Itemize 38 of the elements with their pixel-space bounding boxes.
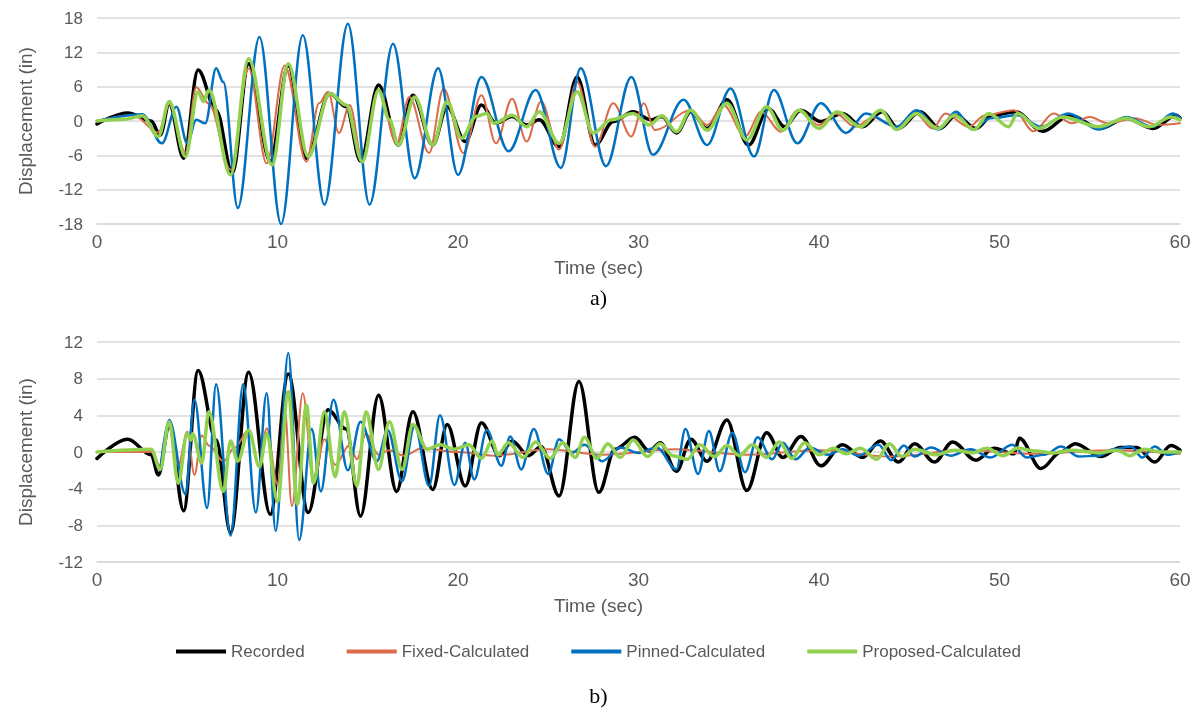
y-tick-label: -12: [58, 180, 83, 200]
text: a): [589, 284, 608, 310]
text: b): [589, 682, 608, 708]
x-tick-label: 60: [1169, 231, 1191, 252]
y-tick-label: 12: [64, 42, 83, 62]
y-tick-label: -18: [58, 214, 83, 234]
legend-label: Fixed-Calculated: [401, 642, 530, 661]
x-tick-label: 60: [1169, 569, 1191, 590]
x-tick-label: 10: [266, 569, 289, 590]
y-tick-label: -4: [67, 479, 83, 499]
legend-label: Proposed-Calculated: [862, 642, 1021, 661]
legend-label: Pinned-Calculated: [626, 642, 766, 661]
x-tick-label: 40: [808, 231, 830, 252]
y-tick-label: 4: [73, 405, 83, 425]
x-tick-label: 40: [808, 569, 830, 590]
x-tick-label: 20: [447, 569, 469, 590]
y-tick-label: 18: [64, 8, 83, 28]
x-tick-label: 50: [988, 569, 1011, 590]
x-axis-title: Time (sec): [553, 257, 644, 278]
x-tick-label: 30: [627, 569, 650, 590]
x-axis-title: Time (sec): [553, 595, 644, 616]
x-tick-label: 50: [988, 231, 1011, 252]
y-tick-label: 12: [64, 332, 83, 352]
y-tick-label: -6: [67, 145, 83, 165]
y-tick-label: -12: [58, 552, 83, 572]
y-tick-label: 6: [73, 77, 83, 97]
y-axis-title: Displacement (in): [15, 378, 36, 526]
y-tick-label: 8: [73, 369, 83, 389]
x-tick-label: 20: [447, 231, 469, 252]
y-tick-label: 0: [73, 111, 83, 131]
legend-label: Recorded: [231, 642, 305, 661]
x-tick-label: 30: [627, 231, 650, 252]
y-axis-title: Displacement (in): [15, 47, 36, 195]
x-tick-label: 0: [91, 569, 103, 590]
x-tick-label: 0: [91, 231, 103, 252]
y-tick-label: 0: [73, 442, 83, 462]
y-tick-label: -8: [67, 515, 83, 535]
x-tick-label: 10: [266, 231, 289, 252]
